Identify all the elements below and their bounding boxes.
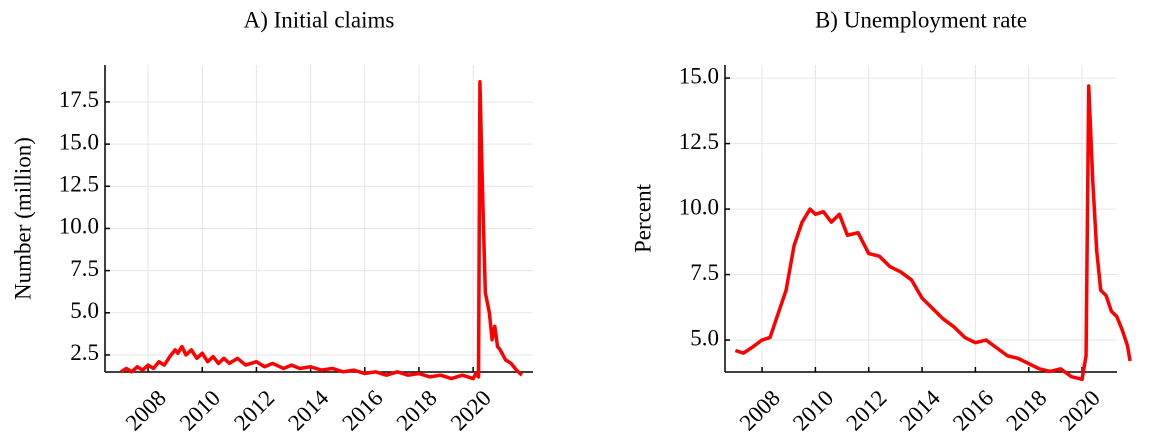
chart-title: A) Initial claims [244, 7, 395, 32]
x-tick-label: 2010 [175, 385, 225, 435]
y-tick-label: 5.0 [690, 325, 719, 350]
y-tick-label: 7.5 [690, 260, 719, 285]
y-tick-label: 15.0 [59, 129, 99, 154]
y-tick-label: 12.5 [59, 172, 99, 197]
x-tick-label: 2008 [121, 385, 171, 435]
x-tick-label: 2020 [1055, 385, 1105, 435]
y-tick-label: 17.5 [59, 87, 99, 112]
y-tick-label: 12.5 [679, 129, 719, 154]
y-tick-label: 7.5 [70, 256, 99, 281]
y-axis-label: Number (million) [10, 137, 35, 300]
y-tick-label: 5.0 [70, 298, 99, 323]
x-tick-label: 2018 [1001, 385, 1051, 435]
x-tick-label: 2012 [229, 385, 279, 435]
y-tick-label: 10.0 [59, 214, 99, 239]
x-tick-label: 2014 [895, 385, 946, 436]
chart-title: B) Unemployment rate [815, 7, 1027, 32]
y-tick-label: 10.0 [679, 194, 719, 219]
data-line [120, 79, 524, 381]
x-tick-label: 2020 [446, 385, 496, 435]
x-tick-label: 2018 [392, 385, 442, 435]
x-tick-label: 2014 [283, 385, 334, 436]
y-tick-label: 15.0 [679, 63, 719, 88]
x-tick-label: 2016 [337, 385, 387, 435]
data-line [734, 84, 1132, 382]
y-tick-label: 2.5 [70, 340, 99, 365]
x-tick-label: 2012 [841, 385, 891, 435]
y-axis-label: Percent [630, 183, 655, 253]
x-tick-label: 2016 [948, 385, 998, 435]
x-tick-label: 2010 [788, 385, 838, 435]
x-tick-label: 2008 [735, 385, 785, 435]
